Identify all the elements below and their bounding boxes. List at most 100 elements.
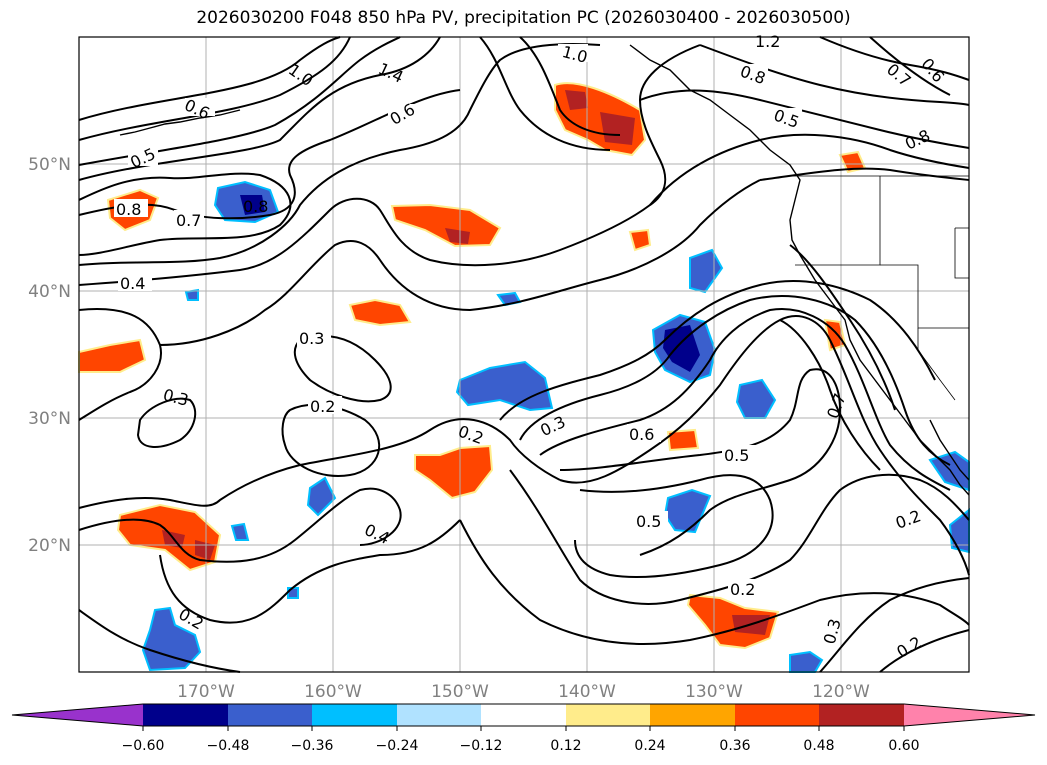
pv-contour [78,308,162,421]
pv-contour [509,469,970,605]
colorbar-tick-label: 0.12 [550,738,581,754]
latitude-labels: 50°N 40°N 30°N 20°N [28,155,71,556]
lat-tick-label: 50°N [28,155,71,175]
pv-contour [159,519,461,624]
pv-contour [519,295,951,466]
precip-positive-area [686,593,780,650]
lon-tick-label: 130°W [685,682,743,702]
colorbar-tick-label: 0.24 [634,738,665,754]
map-title: 2026030200 F048 850 hPa PV, precipitatio… [196,8,851,28]
pv-contour [819,36,970,81]
pv-contour [78,36,351,141]
precip-positive-core [445,228,470,244]
colorbar-extend-low [12,704,143,726]
pv-contour [78,418,561,509]
pv-contour [459,519,970,645]
pv-contour [559,315,970,576]
pv-contour [559,368,842,556]
state-border [880,264,969,329]
colorbar-segment [228,704,312,726]
colorbar-tick-label: −0.60 [122,738,165,754]
pv-contour [78,487,402,563]
colorbar-tick-label: −0.36 [291,738,334,754]
colorbar-tick-label: 0.60 [888,738,919,754]
state-border [917,328,956,401]
contour-label: 0.7 [176,211,201,230]
contour-label: 0.6 [629,425,654,444]
pv-contour [293,335,392,403]
state-border [954,227,969,279]
colorbar-ticks [142,726,905,731]
pv-contour [789,244,896,411]
precip-positive-area [390,203,502,248]
precip-negative-core [240,195,265,215]
pv-contour [639,89,970,149]
political-borders [790,175,969,401]
precip-positive-area [628,228,652,252]
precip-positive-area [666,428,700,452]
pv-contour [539,308,951,491]
colorbar-tick-label: −0.12 [460,738,503,754]
pv-contour [78,89,461,220]
precip-shading [78,82,970,673]
precip-positive-core [565,90,588,110]
colorbar-segment [735,704,819,726]
contour-label: 0.4 [120,274,145,293]
precip-positive-area [414,444,494,500]
colorbar-tick-label: −0.48 [207,738,250,754]
colorbar-tick-label: 0.48 [803,738,834,754]
pv-contour [649,133,970,206]
precip-negative-area [306,476,337,517]
contour-label: 0.5 [724,446,749,465]
lon-tick-label: 120°W [812,682,870,702]
map-frame [78,36,970,673]
lon-tick-label: 150°W [431,682,489,702]
lat-tick-label: 30°N [28,409,71,429]
colorbar-segment [566,704,650,726]
contour-label: 0.8 [116,200,141,219]
north-america-coastline [629,44,970,496]
coastlines [119,44,970,496]
pv-contour [78,36,341,121]
pv-contour [574,474,774,578]
pv-contour [759,167,970,181]
precip-negative-core [663,325,700,372]
contour-label: 0.8 [243,197,268,216]
precip-positive-core [600,112,635,145]
precip-negative-area [789,650,824,673]
colorbar-segment [143,704,228,726]
aleutian-islands [119,109,241,136]
contour-label: 0.2 [730,580,755,599]
colorbar-extend-high [904,704,1035,726]
pv-contour [78,36,441,181]
pv-contour [479,36,611,151]
longitude-labels: 170°W 160°W 150°W 140°W 130°W 120°W [177,682,870,702]
colorbar-segment [819,704,904,726]
colorbar-tick-label: 0.36 [719,738,750,754]
lat-tick-label: 20°N [28,536,71,556]
contour-label: 0.2 [310,397,335,416]
pv-contour [159,179,761,346]
precip-negative-area [141,606,202,672]
precip-positive-area [348,298,412,327]
contour-label: 0.5 [636,512,661,531]
colorbar-segment [312,704,397,726]
pv-contour [78,42,601,266]
baja-coastline [929,419,970,481]
contour-label: 0.3 [299,329,324,348]
pv-contour [78,172,292,256]
map-background [79,37,969,672]
pv-contour [78,609,241,673]
contour-label: 1.2 [755,32,780,51]
lon-tick-label: 170°W [177,682,235,702]
colorbar-segment [481,704,566,726]
lon-tick-label: 160°W [304,682,362,702]
pv-contour [136,397,197,448]
colorbar-segment [397,704,481,726]
pv-contour [499,279,936,421]
colorbar: −0.60 −0.48 −0.36 −0.24 −0.12 0.12 0.24 … [11,703,1036,754]
pv-contour [819,577,970,673]
pv-contour [869,36,951,96]
precip-negative-area [230,522,250,541]
